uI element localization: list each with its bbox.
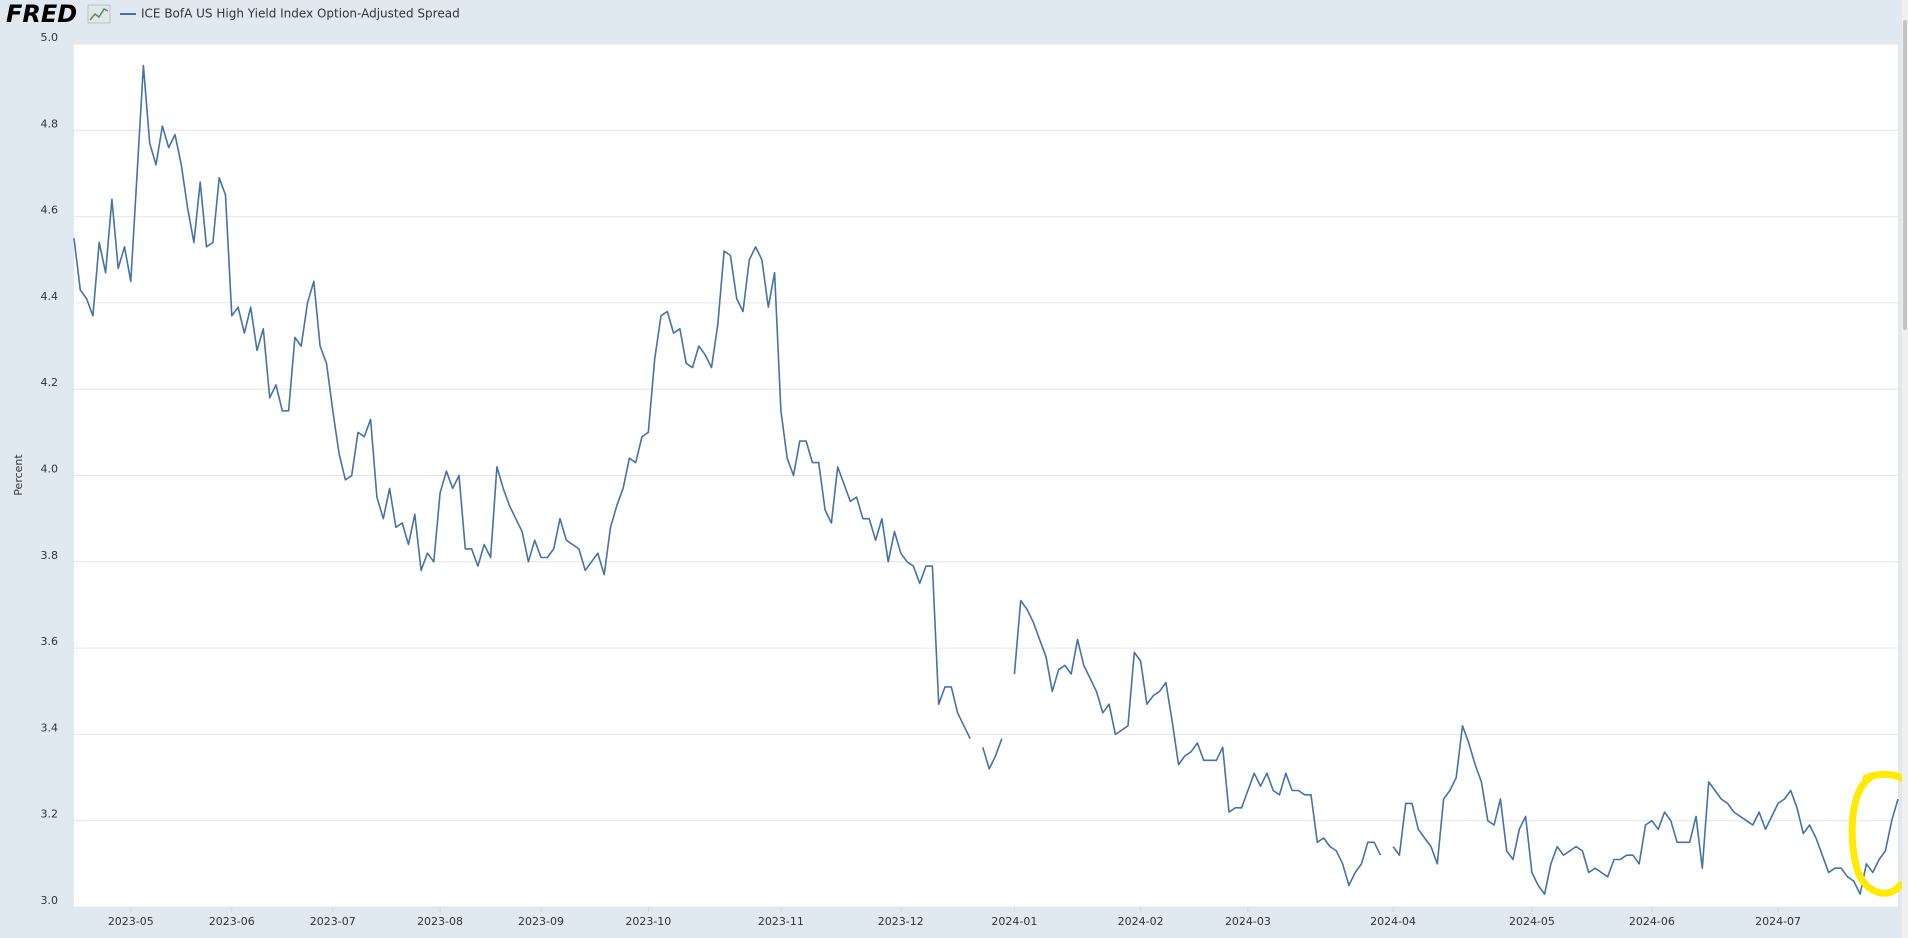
y-tick-label: 5.0	[41, 31, 59, 44]
y-tick-label: 3.4	[41, 721, 59, 734]
y-tick-label: 4.6	[41, 204, 59, 217]
scrollbar	[1902, 0, 1908, 938]
x-tick-label: 2024-07	[1755, 915, 1801, 928]
x-tick-label: 2024-04	[1370, 915, 1416, 928]
y-tick-label: 4.8	[41, 117, 59, 130]
x-tick-label: 2023-11	[758, 915, 804, 928]
x-tick-label: 2024-03	[1225, 915, 1271, 928]
x-tick-label: 2024-05	[1509, 915, 1555, 928]
y-tick-label: 3.8	[41, 549, 59, 562]
logo-icon	[87, 4, 111, 24]
x-tick-label: 2023-12	[878, 915, 924, 928]
x-tick-label: 2023-10	[625, 915, 671, 928]
y-tick-label: 3.2	[41, 808, 59, 821]
legend-label: ICE BofA US High Yield Index Option-Adju…	[141, 7, 460, 21]
y-tick-label: 4.2	[41, 376, 59, 389]
x-tick-label: 2024-01	[991, 915, 1037, 928]
x-tick-label: 2023-07	[310, 915, 356, 928]
y-tick-label: 3.0	[41, 894, 59, 907]
x-tick-label: 2023-09	[518, 915, 564, 928]
data-line	[73, 64, 1899, 895]
x-tick-label: 2024-02	[1118, 915, 1164, 928]
x-tick-label: 2024-06	[1629, 915, 1675, 928]
scrollbar-thumb	[1903, 20, 1907, 330]
logo: FRED	[6, 0, 77, 28]
x-tick-label: 2023-06	[209, 915, 255, 928]
y-tick-label: 4.4	[41, 290, 59, 303]
y-axis-label: Percent	[12, 454, 25, 496]
y-tick-label: 3.6	[41, 635, 59, 648]
y-tick-label: 4.0	[41, 463, 59, 476]
x-tick-label: 2023-08	[417, 915, 463, 928]
x-tick-label: 2023-05	[108, 915, 154, 928]
